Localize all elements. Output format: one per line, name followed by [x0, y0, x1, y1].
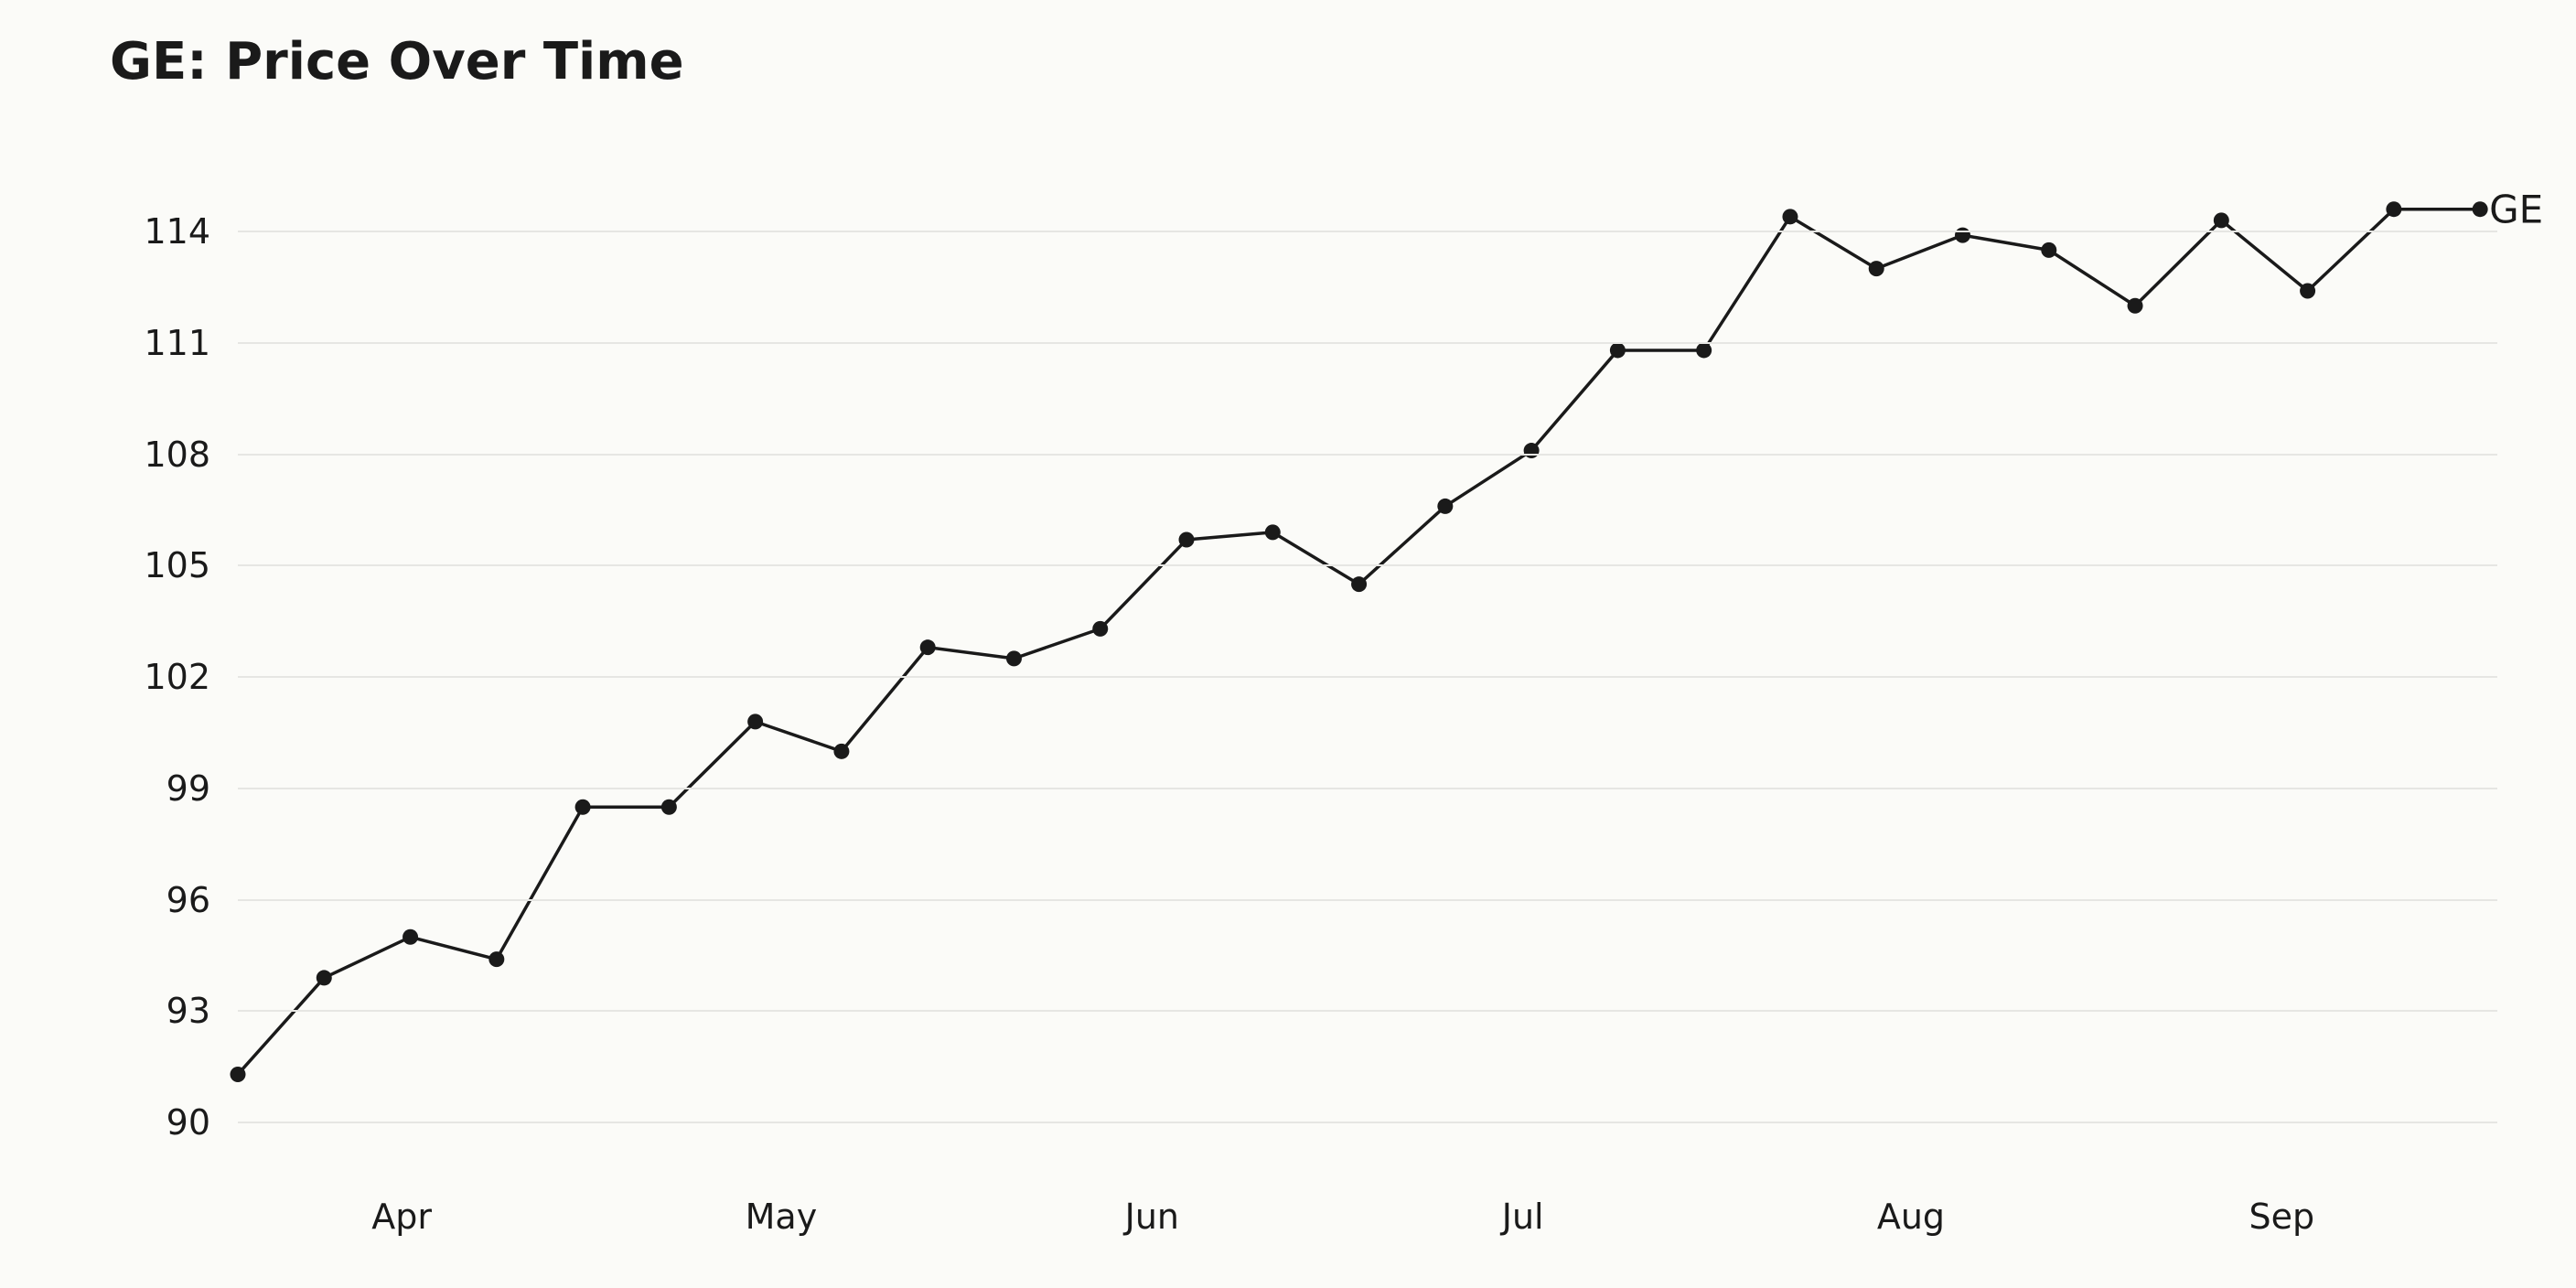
series-marker	[2386, 201, 2401, 217]
y-gridline	[238, 899, 2497, 901]
y-tick-label: 108	[144, 435, 210, 475]
series-marker	[1524, 443, 1540, 458]
y-gridline	[238, 1122, 2497, 1123]
series-marker	[747, 714, 763, 729]
series-marker	[1265, 524, 1281, 540]
series-marker	[920, 639, 936, 655]
y-gridline	[238, 676, 2497, 678]
y-tick-label: 105	[144, 545, 210, 585]
x-tick-label: Apr	[371, 1197, 432, 1237]
y-gridline	[238, 342, 2497, 344]
y-tick-label: 114	[144, 211, 210, 252]
x-tick-label: Jul	[1502, 1197, 1544, 1237]
series-marker	[488, 951, 504, 967]
series-marker	[1092, 621, 1108, 637]
chart-container: GE: Price Over Time GE 90939699102105108…	[0, 0, 2576, 1288]
series-marker	[1869, 261, 1884, 276]
x-tick-label: Sep	[2249, 1197, 2315, 1237]
y-tick-label: 96	[166, 880, 210, 920]
series-marker	[2041, 242, 2056, 258]
series-marker	[1351, 576, 1367, 592]
series-marker	[1696, 342, 1712, 358]
x-tick-label: Aug	[1877, 1197, 1945, 1237]
series-marker	[231, 1067, 246, 1082]
y-tick-label: 90	[166, 1102, 210, 1143]
series-marker	[317, 970, 332, 985]
series-marker	[2300, 284, 2315, 299]
series-marker	[402, 929, 418, 945]
y-gridline	[238, 564, 2497, 566]
line-layer	[238, 165, 2497, 1171]
series-marker	[1006, 650, 1022, 666]
x-tick-label: May	[746, 1197, 818, 1237]
series-marker	[833, 744, 849, 759]
series-marker	[2473, 201, 2488, 217]
series-label: GE	[2489, 187, 2543, 231]
series-line	[238, 209, 2480, 1075]
x-tick-label: Jun	[1125, 1197, 1179, 1237]
y-gridline	[238, 788, 2497, 789]
y-tick-label: 111	[144, 323, 210, 363]
series-marker	[1179, 531, 1195, 547]
series-marker	[661, 800, 677, 815]
y-gridline	[238, 454, 2497, 456]
y-tick-label: 93	[166, 991, 210, 1031]
y-gridline	[238, 231, 2497, 232]
chart-title: GE: Price Over Time	[110, 32, 684, 91]
series-marker	[1610, 342, 1626, 358]
series-marker	[575, 800, 591, 815]
series-marker	[1437, 499, 1453, 514]
series-marker	[2128, 298, 2143, 314]
y-tick-label: 102	[144, 657, 210, 697]
plot-area: GE 90939699102105108111114AprMayJunJulAu…	[238, 165, 2497, 1171]
series-marker	[2214, 212, 2229, 228]
y-tick-label: 99	[166, 768, 210, 809]
y-gridline	[238, 1010, 2497, 1012]
series-marker	[1782, 209, 1798, 224]
